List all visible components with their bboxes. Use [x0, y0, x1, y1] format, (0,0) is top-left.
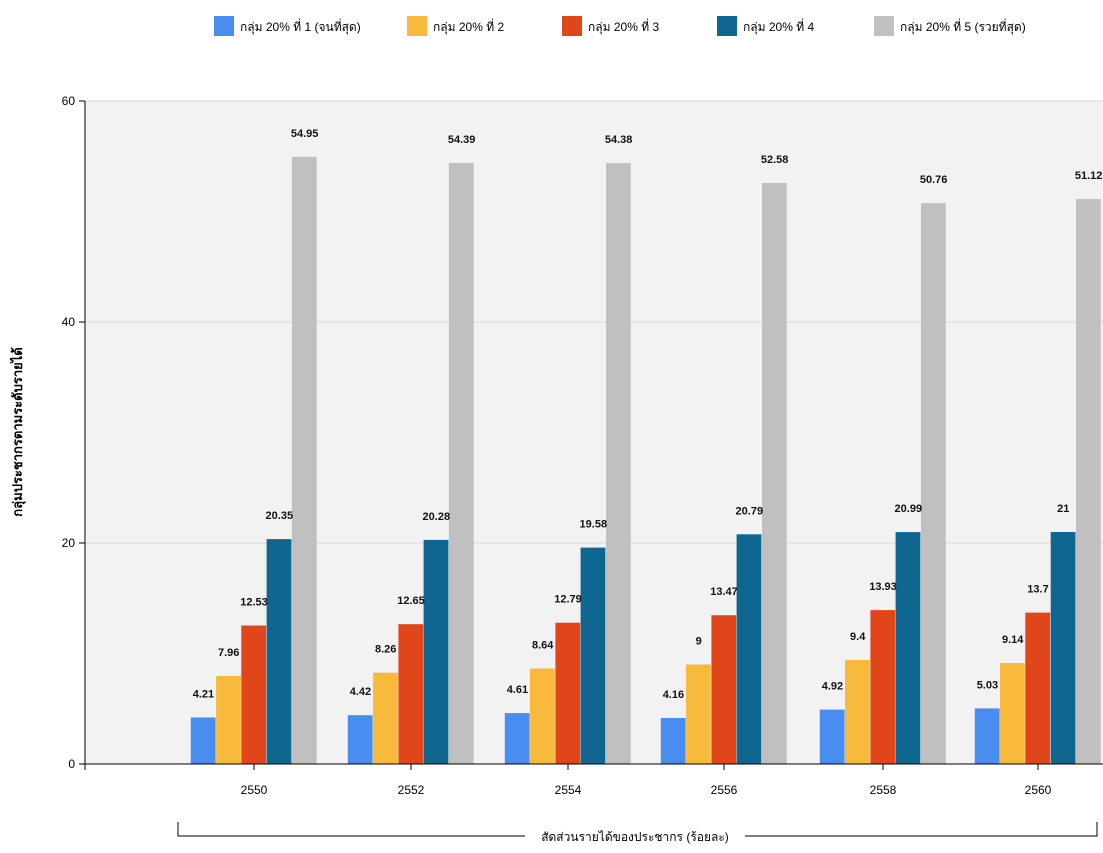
legend-swatch[interactable]: [874, 16, 894, 36]
x-tick-label: 2560: [1025, 783, 1052, 797]
data-label: 8.64: [532, 640, 554, 652]
bar: [606, 163, 631, 765]
data-label: 20.35: [266, 510, 294, 522]
y-tick-label: 20: [62, 536, 76, 550]
data-label: 21: [1057, 503, 1069, 515]
x-tick-label: 2552: [398, 783, 425, 797]
data-label: 20.99: [895, 503, 923, 515]
data-label: 54.39: [448, 134, 476, 146]
axes: [84, 101, 1103, 765]
bar: [1050, 532, 1076, 764]
data-label: 4.16: [663, 689, 684, 701]
bar: [895, 532, 921, 764]
data-label: 54.95: [291, 128, 319, 140]
bar: [398, 624, 424, 764]
legend: กลุ่ม 20% ที่ 1 (จนที่สุด) กลุ่ม 20% ที่ …: [214, 16, 1026, 36]
bar: [580, 547, 606, 764]
bar: [1076, 199, 1101, 765]
bar: [686, 664, 711, 764]
y-tick-label: 40: [62, 315, 76, 329]
bars: [190, 156, 1101, 765]
bar: [504, 713, 530, 764]
bar: [530, 668, 555, 764]
x-axis-title: สัดส่วนรายได้ของประชากร (ร้อยละ): [541, 830, 729, 844]
data-label: 12.79: [554, 594, 582, 606]
data-label: 12.53: [240, 597, 268, 609]
data-label: 8.26: [375, 644, 396, 656]
x-tick-label: 2550: [241, 783, 268, 797]
data-label: 20.28: [423, 511, 451, 523]
data-label: 13.7: [1027, 584, 1048, 596]
bar: [660, 718, 686, 764]
tick-labels: 0 20 40 60 2550 2552 2554 2556 2558 2560: [62, 94, 1052, 797]
data-label: 12.65: [397, 595, 425, 607]
bar: [762, 183, 787, 764]
legend-label[interactable]: กลุ่ม 20% ที่ 2: [433, 18, 504, 35]
data-label: 5.03: [977, 679, 998, 691]
bar: [555, 622, 581, 764]
legend-swatch[interactable]: [214, 16, 234, 36]
data-label: 54.38: [605, 134, 633, 146]
data-label: 19.58: [580, 519, 608, 531]
bar: [448, 163, 474, 764]
data-label: 4.61: [507, 684, 528, 696]
bar: [845, 660, 870, 764]
x-tick-label: 2554: [555, 783, 582, 797]
data-label: 50.76: [920, 174, 948, 186]
data-label: 4.21: [193, 689, 214, 701]
bar: [190, 717, 216, 764]
legend-swatch[interactable]: [717, 16, 737, 36]
y-axis-title: กลุ่มประชากรตามระดับรายได้: [9, 347, 26, 516]
data-label: 4.92: [822, 681, 843, 693]
y-tick-label: 60: [62, 94, 76, 108]
legend-swatch[interactable]: [562, 16, 582, 36]
data-label: 9: [696, 636, 702, 648]
legend-label[interactable]: กลุ่ม 20% ที่ 3: [588, 18, 659, 35]
bar: [870, 610, 896, 764]
data-label: 13.93: [869, 581, 897, 593]
data-label: 52.58: [761, 154, 789, 166]
y-tick-label: 0: [68, 757, 75, 771]
legend-label[interactable]: กลุ่ม 20% ที่ 1 (จนที่สุด): [240, 18, 361, 35]
bar: [347, 715, 373, 764]
legend-label[interactable]: กลุ่ม 20% ที่ 4: [743, 18, 814, 35]
x-tick-label: 2556: [711, 783, 738, 797]
data-label: 51.12: [1075, 170, 1103, 182]
bar: [266, 539, 292, 764]
data-labels: 4.21 7.96 12.53 20.35 54.95 4.42 8.26 12.65 20.2…: [193, 128, 1103, 701]
data-label: 13.47: [710, 586, 738, 598]
data-label: 7.96: [218, 647, 239, 659]
bar: [291, 156, 317, 765]
legend-swatch[interactable]: [407, 16, 427, 36]
bar: [736, 534, 762, 764]
data-label: 4.42: [350, 686, 371, 698]
bar: [1000, 663, 1025, 764]
x-axis-bracket: [177, 822, 1098, 844]
data-label: 20.79: [736, 505, 764, 517]
bar: [974, 708, 1000, 764]
bar: [1025, 612, 1051, 764]
bar: [241, 625, 267, 764]
data-label: 9.14: [1002, 634, 1024, 646]
bar: [819, 709, 845, 764]
bar: [921, 203, 946, 765]
x-tick-label: 2558: [870, 783, 897, 797]
bar: [711, 615, 737, 764]
bar: [423, 539, 449, 764]
data-label: 9.4: [850, 631, 866, 643]
bar: [216, 676, 241, 764]
legend-label[interactable]: กลุ่ม 20% ที่ 5 (รวยที่สุด): [900, 18, 1026, 35]
bar: [373, 672, 398, 764]
